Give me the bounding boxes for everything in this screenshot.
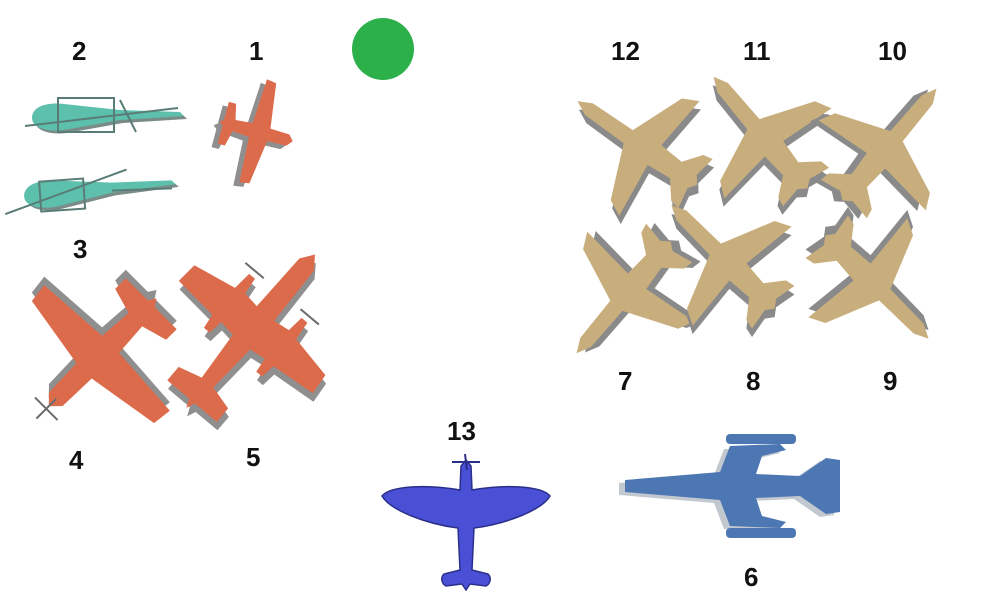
aircraft-13	[381, 453, 551, 592]
aircraft-5	[119, 198, 383, 473]
jet-icon	[775, 177, 979, 389]
label-8: 8	[746, 366, 760, 396]
jet-fighter-icon	[619, 434, 840, 538]
label-2: 2	[72, 36, 86, 66]
jet-icon	[780, 43, 991, 247]
helicopter-icon	[24, 97, 187, 134]
label-7: 7	[618, 366, 632, 396]
label-12: 12	[611, 36, 640, 66]
aircraft-2	[24, 97, 187, 134]
label-5: 5	[246, 442, 260, 472]
monoplane-icon	[199, 70, 307, 197]
label-1: 1	[249, 36, 263, 66]
aircraft-1	[199, 70, 307, 197]
label-11: 11	[743, 36, 771, 66]
aircraft-3	[4, 168, 180, 216]
green-dot	[352, 18, 414, 80]
aircraft-6	[619, 434, 840, 538]
twin-engine-plane-icon	[119, 198, 383, 473]
label-6: 6	[744, 562, 758, 592]
label-4: 4	[69, 445, 84, 475]
jet-icon	[537, 43, 739, 251]
label-10: 10	[878, 36, 907, 66]
helicopter-icon	[4, 168, 180, 216]
aircraft-9	[775, 177, 979, 389]
spitfire-icon	[381, 453, 551, 592]
aircraft-4	[0, 227, 220, 470]
aircraft-12	[537, 43, 739, 251]
label-3: 3	[73, 234, 87, 264]
label-13: 13	[447, 416, 476, 446]
aircraft-10	[780, 43, 991, 247]
propeller-plane-icon	[0, 227, 220, 470]
label-9: 9	[883, 366, 897, 396]
